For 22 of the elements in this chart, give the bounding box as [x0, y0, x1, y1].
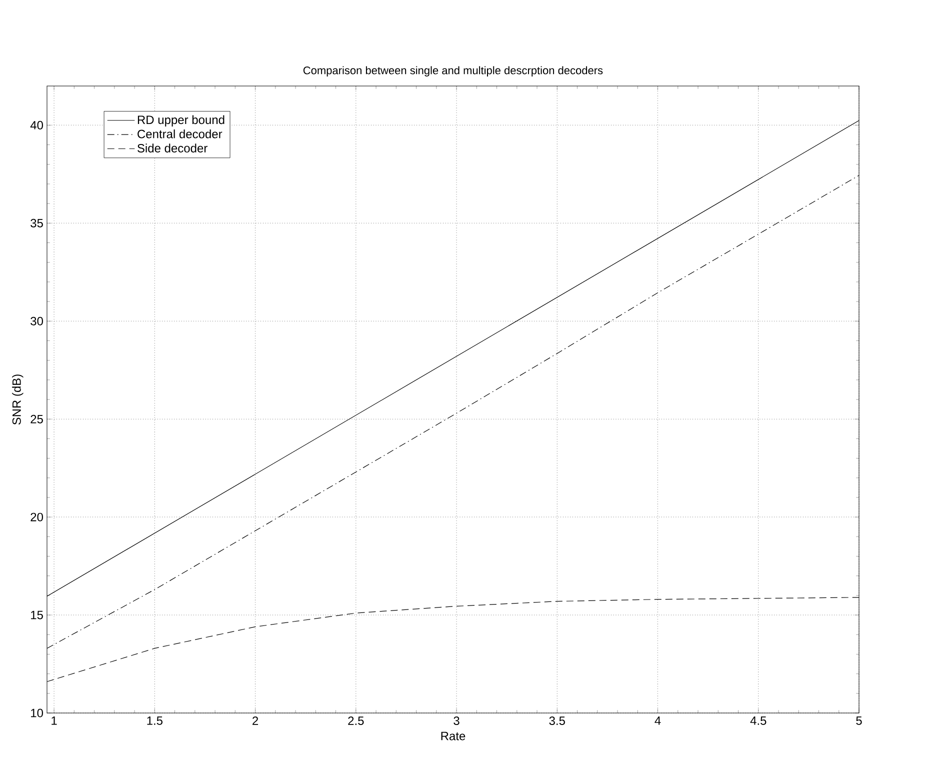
- y-tick-label: 30: [30, 316, 43, 326]
- y-tick-label: 40: [30, 120, 43, 130]
- x-tick-label: 3.5: [549, 716, 565, 726]
- y-tick-label: 20: [30, 512, 43, 522]
- x-tick-label: 5: [856, 716, 862, 725]
- y-tick-label: 25: [30, 414, 43, 424]
- x-tick-label: 4.5: [750, 716, 766, 725]
- legend-label: RD upper bound: [138, 115, 224, 126]
- y-tick-label: 35: [30, 218, 43, 228]
- x-tick-label: 4: [654, 716, 661, 725]
- y-tick-label: 15: [31, 610, 43, 620]
- legend-label: Side decoder: [138, 144, 208, 152]
- x-axis-title: Rate: [441, 732, 466, 740]
- y-tick-label: 10: [31, 708, 43, 718]
- y-axis-title: SNR (dB): [12, 374, 24, 425]
- legend-label: Central decoder: [138, 129, 222, 138]
- x-tick-label: 3: [454, 716, 460, 726]
- x-tick-label: 1: [52, 716, 57, 725]
- x-tick-label: 2: [252, 716, 258, 725]
- x-tick-label: 1.5: [147, 716, 162, 725]
- chart-title: Comparison between single and multiple descrption decoders: [303, 66, 603, 76]
- x-tick-label: 2.5: [348, 716, 364, 726]
